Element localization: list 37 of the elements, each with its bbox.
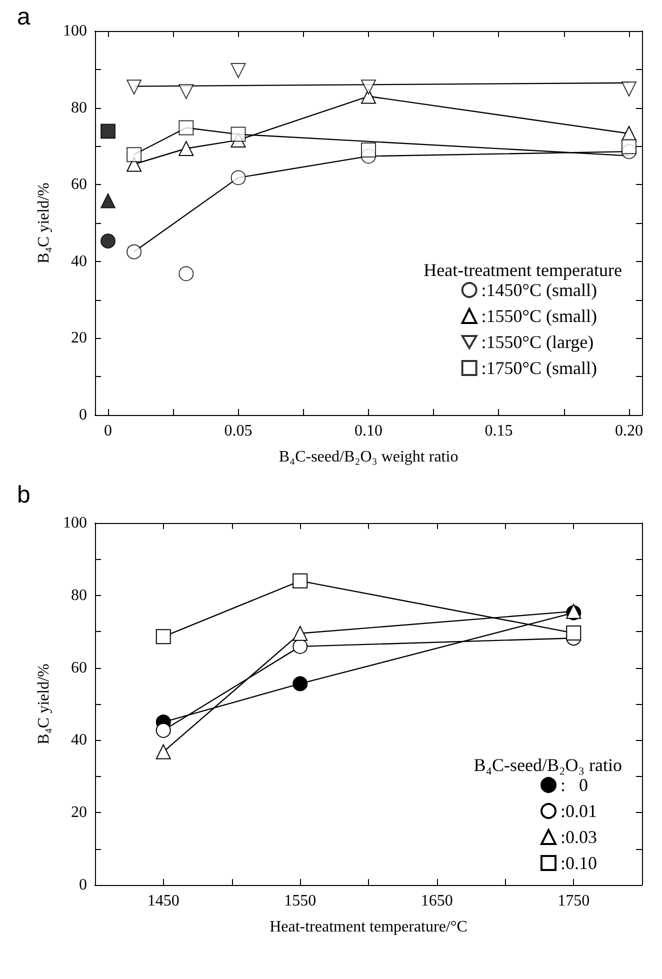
legend-title: Heat-treatment temperature [424,260,622,280]
x-axis-title: B₄C-seed/B₂O₃ weight ratio [278,448,458,466]
x-tick-label: 1650 [420,892,453,910]
y-tick-label: 20 [71,804,87,822]
y-tick-label: 100 [63,514,87,532]
y-tick-label: 60 [71,176,87,194]
legend-label: :1450°C (small) [481,280,598,300]
legend-label: :1750°C (small) [481,358,598,378]
legend-title: B₄C-seed/B₂O₃ ratio [474,755,622,775]
y-tick-label: 60 [71,659,87,676]
x-tick-label: 0.20 [614,422,643,440]
x-tick-label: 1550 [284,892,316,910]
chart-title: b [17,482,30,508]
legend-label: :0.01 [560,801,598,821]
y-tick-label: 80 [71,586,87,604]
x-axis-title: Heat-treatment temperature/°C [270,918,468,936]
legend-label: : 0 [560,775,588,795]
y-tick-label: 20 [71,330,87,347]
y-tick-label: 0 [79,406,87,424]
legend-label: :1550°C (small) [481,306,598,326]
x-tick-label: 0.15 [484,422,513,440]
y-tick-label: 80 [71,99,87,116]
x-tick-label: 0.05 [224,422,252,440]
y-tick-label: 40 [71,732,87,749]
y-tick-label: 40 [71,252,87,270]
legend-label: :1550°C (large) [481,332,594,352]
y-axis-title: B₄C yield/% [36,664,53,744]
x-tick-label: 1750 [558,892,590,910]
legend-label: :0.03 [560,827,598,847]
x-tick-label: 1450 [147,892,180,910]
x-tick-label: 0 [104,422,112,440]
x-tick-label: 0.10 [354,422,382,440]
legend-label: :0.10 [560,853,598,873]
y-axis-title: B₄C yield/% [36,182,53,264]
y-tick-label: 100 [63,22,87,40]
y-tick-label: 0 [79,876,87,894]
chart-title: a [17,4,31,30]
